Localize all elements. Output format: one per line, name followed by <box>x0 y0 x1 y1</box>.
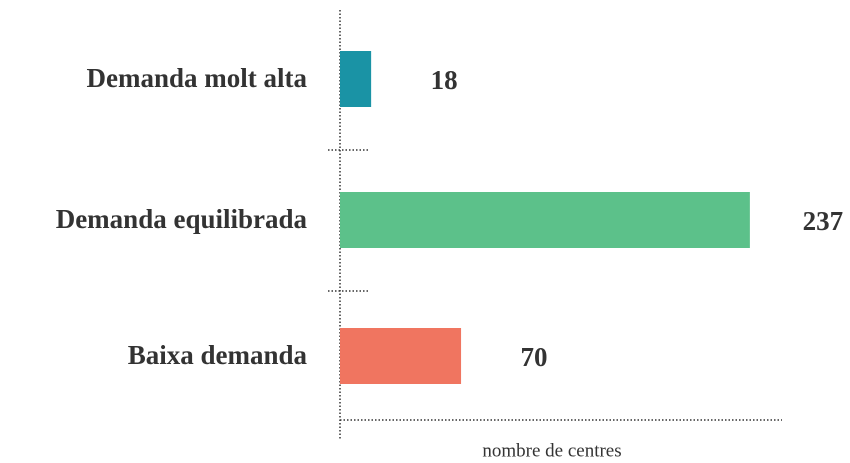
bar <box>340 192 750 248</box>
value-label: 18 <box>431 65 458 95</box>
category-label: Baixa demanda <box>128 340 308 370</box>
value-label: 237 <box>803 206 844 236</box>
bar <box>340 51 372 107</box>
bar <box>340 328 462 384</box>
category-label: Demanda equilibrada <box>56 204 308 234</box>
value-label: 70 <box>521 342 548 372</box>
x-axis-label: nombre de centres <box>482 440 621 461</box>
category-label: Demanda molt alta <box>87 63 308 93</box>
